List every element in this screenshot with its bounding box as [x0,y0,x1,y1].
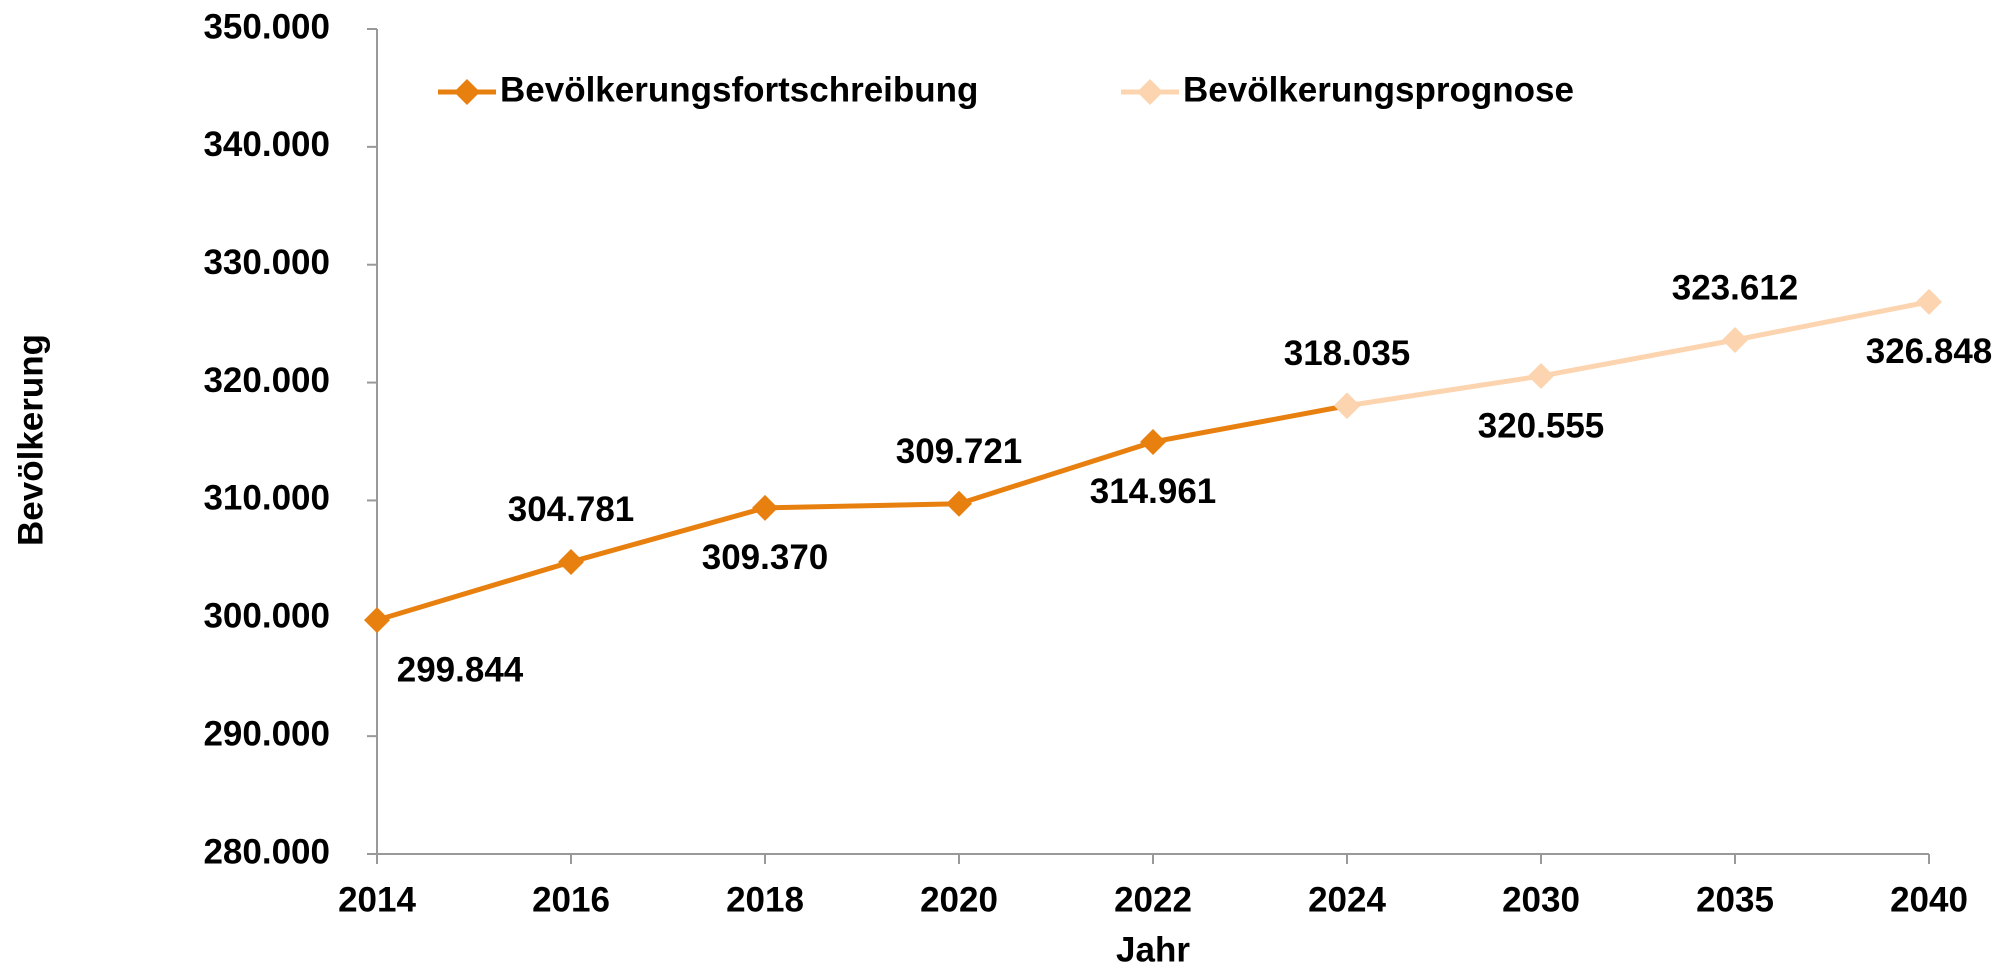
x-tick-label: 2016 [532,880,610,919]
series-line [376,403,1348,623]
y-tick-label: 300.000 [203,597,330,636]
data-label: 314.961 [1090,472,1217,511]
y-axis-title: Bevölkerung [11,334,50,546]
y-tick-label: 330.000 [203,243,330,282]
legend-label: Bevölkerungsprognose [1183,70,1574,109]
legend-marker [454,79,480,105]
x-tick-label: 2030 [1502,880,1580,919]
x-tick-label: 2018 [726,880,804,919]
y-tick-label: 290.000 [203,714,330,753]
data-label: 309.370 [702,538,829,577]
y-tick-label: 280.000 [203,832,330,871]
data-label: 299.844 [397,650,524,689]
data-point [1528,363,1554,390]
legend-marker [1137,79,1163,105]
data-point [1334,392,1360,419]
y-tick-label: 320.000 [203,361,330,400]
data-point [752,494,778,521]
data-point [364,607,390,634]
x-tick-label: 2020 [920,880,998,919]
x-tick-label: 2040 [1890,880,1968,919]
x-tick-label: 2014 [338,880,416,919]
data-point [558,548,584,575]
data-label: 323.612 [1672,268,1799,307]
data-label: 309.721 [896,432,1023,471]
x-tick-label: 2035 [1696,880,1774,919]
data-label: 318.035 [1284,334,1411,373]
legend-label: Bevölkerungsfortschreibung [500,70,978,109]
y-tick-label: 340.000 [203,125,330,164]
y-tick-label: 310.000 [203,479,330,518]
data-point [1722,327,1748,354]
data-point [946,490,972,517]
x-tick-label: 2024 [1308,880,1386,919]
x-axis-title: Jahr [1116,930,1190,969]
data-label: 304.781 [508,490,635,529]
data-point [1140,428,1166,455]
data-label: 326.848 [1866,332,1993,371]
data-label: 320.555 [1478,406,1605,445]
data-point [1916,288,1942,315]
x-tick-label: 2022 [1114,880,1192,919]
series-line [1346,299,1930,409]
y-tick-label: 350.000 [203,7,330,46]
